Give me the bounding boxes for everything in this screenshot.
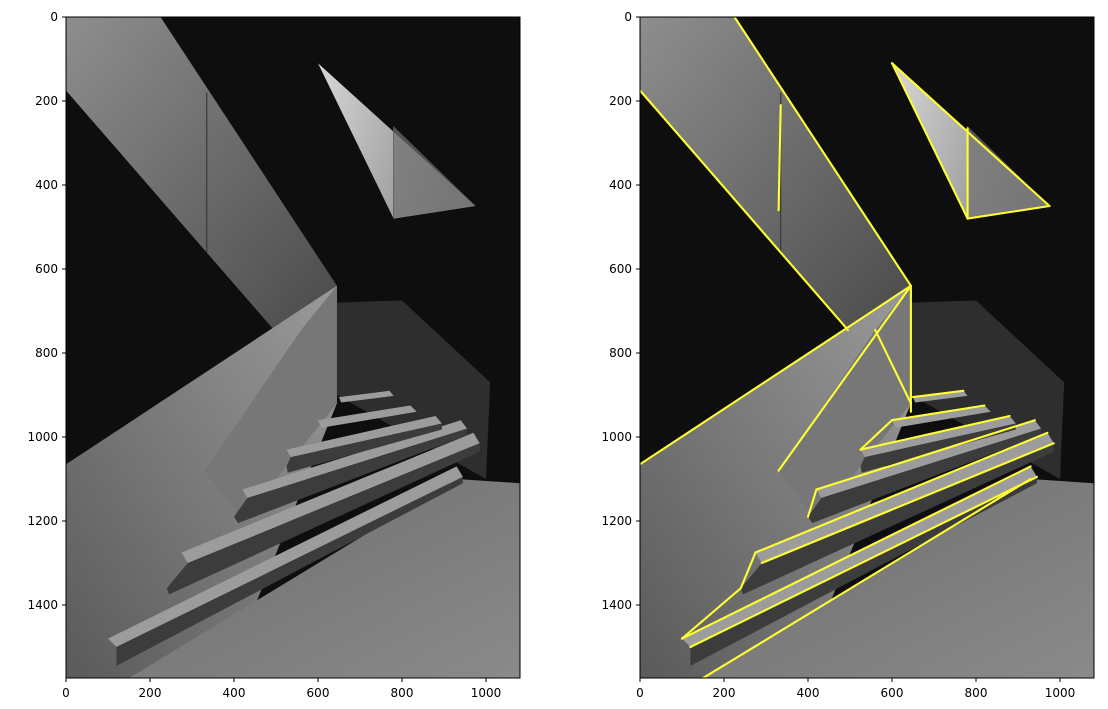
- right-ytick-label: 400: [609, 178, 632, 192]
- right-ytick-label: 1200: [601, 514, 632, 528]
- right-xtick-label: 600: [881, 686, 904, 700]
- right-yticks: [636, 16, 640, 606]
- left-xtick-label: 800: [391, 686, 414, 700]
- left-ytick-label: 1400: [27, 598, 58, 612]
- left-ytick-label: 600: [35, 262, 58, 276]
- right-xtick-label: 200: [713, 686, 736, 700]
- right-ytick-label: 0: [624, 10, 632, 24]
- left-ytick-label: 1200: [27, 514, 58, 528]
- right-xtick-label: 800: [965, 686, 988, 700]
- right-xtick-label: 0: [636, 686, 644, 700]
- right-ytick-label: 1400: [601, 598, 632, 612]
- left-ytick-label: 400: [35, 178, 58, 192]
- left-xtick-label: 200: [139, 686, 162, 700]
- left-xtick-label: 600: [307, 686, 330, 700]
- left-ytick-label: 0: [50, 10, 58, 24]
- right-ytick-label: 1000: [601, 430, 632, 444]
- left-xtick-label: 400: [223, 686, 246, 700]
- left-xtick-label: 1000: [471, 686, 502, 700]
- right-xtick-label: 1000: [1045, 686, 1076, 700]
- right-panel: 0 200 400 600 800 1000 0 200 400 600 800…: [601, 10, 1095, 700]
- right-axes-frame: [639, 16, 1095, 679]
- left-ytick-label: 1000: [27, 430, 58, 444]
- left-axes-frame: [65, 16, 521, 679]
- left-panel: 0 200 400 600 800 1000 0 200 400 600 800…: [27, 10, 521, 700]
- right-ytick-label: 600: [609, 262, 632, 276]
- left-ytick-label: 800: [35, 346, 58, 360]
- right-xtick-label: 400: [797, 686, 820, 700]
- right-xticks: [639, 678, 1061, 682]
- left-xticks: [65, 678, 487, 682]
- left-xtick-label: 0: [62, 686, 70, 700]
- left-ytick-label: 200: [35, 94, 58, 108]
- right-ytick-label: 800: [609, 346, 632, 360]
- left-yticks: [62, 16, 66, 606]
- right-ytick-label: 200: [609, 94, 632, 108]
